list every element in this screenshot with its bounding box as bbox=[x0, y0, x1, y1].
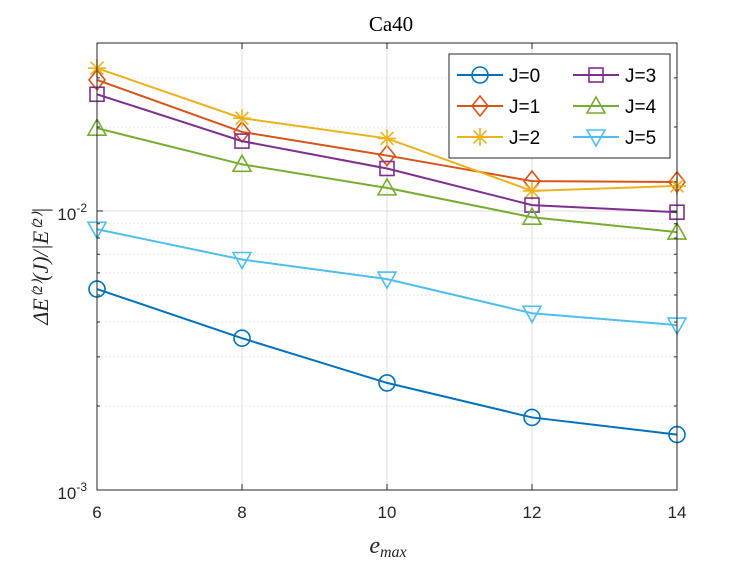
data-point-j0 bbox=[233, 329, 251, 347]
data-point-j3 bbox=[379, 160, 395, 177]
data-point-j4 bbox=[231, 153, 253, 173]
legend-label: J=5 bbox=[625, 128, 656, 149]
data-point-j4 bbox=[376, 177, 398, 196]
y-tick-base: 10 bbox=[57, 484, 76, 503]
y-tick-label: 10-2 bbox=[57, 201, 87, 224]
data-point-j2 bbox=[233, 109, 251, 128]
data-point-j2 bbox=[523, 181, 541, 200]
data-point-j1 bbox=[377, 144, 397, 167]
data-point-j5 bbox=[376, 271, 398, 290]
asterisk-stroke bbox=[235, 111, 249, 126]
x-tick-label: 6 bbox=[92, 503, 101, 522]
legend-marker bbox=[471, 66, 489, 84]
legend-marker bbox=[471, 128, 489, 146]
axes bbox=[96, 42, 678, 491]
y-tick-label: 10-3 bbox=[57, 480, 87, 503]
asterisk-stroke bbox=[380, 131, 394, 146]
asterisk-stroke bbox=[525, 183, 539, 198]
legend-entry-j5: J=5 bbox=[573, 128, 656, 149]
legend-label: J=3 bbox=[625, 66, 656, 87]
legend-label: J=4 bbox=[625, 97, 657, 118]
series-line-j0 bbox=[96, 288, 678, 436]
data-point-j5 bbox=[231, 251, 253, 271]
series-line-j5 bbox=[96, 228, 678, 327]
x-tick-label: 8 bbox=[237, 503, 246, 522]
x-axis-label-sub: max bbox=[380, 544, 407, 561]
legend-entry-j3: J=3 bbox=[573, 66, 656, 87]
series-j5 bbox=[86, 221, 688, 336]
legend-entry-j1: J=1 bbox=[457, 94, 540, 118]
legend-label: J=1 bbox=[509, 97, 540, 118]
y-tick-base: 10 bbox=[57, 205, 76, 224]
data-point-j0 bbox=[523, 408, 541, 427]
x-axis-label-main: e bbox=[369, 533, 380, 559]
x-axis-label: emax bbox=[369, 533, 406, 561]
legend-marker bbox=[585, 95, 607, 114]
asterisk-stroke bbox=[473, 130, 487, 144]
data-point-j0 bbox=[378, 374, 396, 392]
axes-box bbox=[96, 42, 678, 491]
data-point-j4 bbox=[521, 206, 543, 225]
legend-label: J=0 bbox=[509, 66, 540, 87]
legend-label: J=2 bbox=[509, 128, 540, 149]
x-tick-label: 14 bbox=[668, 503, 687, 522]
data-point-j3 bbox=[234, 133, 250, 149]
legend-entry-j2: J=2 bbox=[457, 128, 540, 149]
legend-entry-j0: J=0 bbox=[457, 66, 540, 87]
y-axis-label: ΔE⁽²⁾(J)/|E⁽²⁾| bbox=[28, 207, 53, 325]
chart-title: Ca40 bbox=[369, 12, 413, 36]
series-line-j1 bbox=[96, 78, 678, 184]
x-tick-label: 10 bbox=[378, 503, 397, 522]
data-point-j5 bbox=[521, 305, 543, 324]
legend-marker bbox=[585, 129, 607, 148]
legend-entry-j4: J=4 bbox=[573, 95, 657, 118]
data-point-j3 bbox=[524, 197, 540, 213]
legend: J=0 J=1 J=2 J=3 J=4 J=5 bbox=[448, 53, 671, 159]
series-line-j4 bbox=[96, 127, 678, 234]
x-tick-label: 12 bbox=[523, 503, 542, 522]
data-point-j2 bbox=[378, 129, 396, 148]
legend-marker bbox=[470, 94, 490, 118]
series-line-j3 bbox=[96, 93, 678, 214]
y-tick-exponent: -3 bbox=[76, 480, 87, 494]
y-tick-exponent: -2 bbox=[76, 201, 87, 215]
legend-marker bbox=[588, 67, 604, 83]
